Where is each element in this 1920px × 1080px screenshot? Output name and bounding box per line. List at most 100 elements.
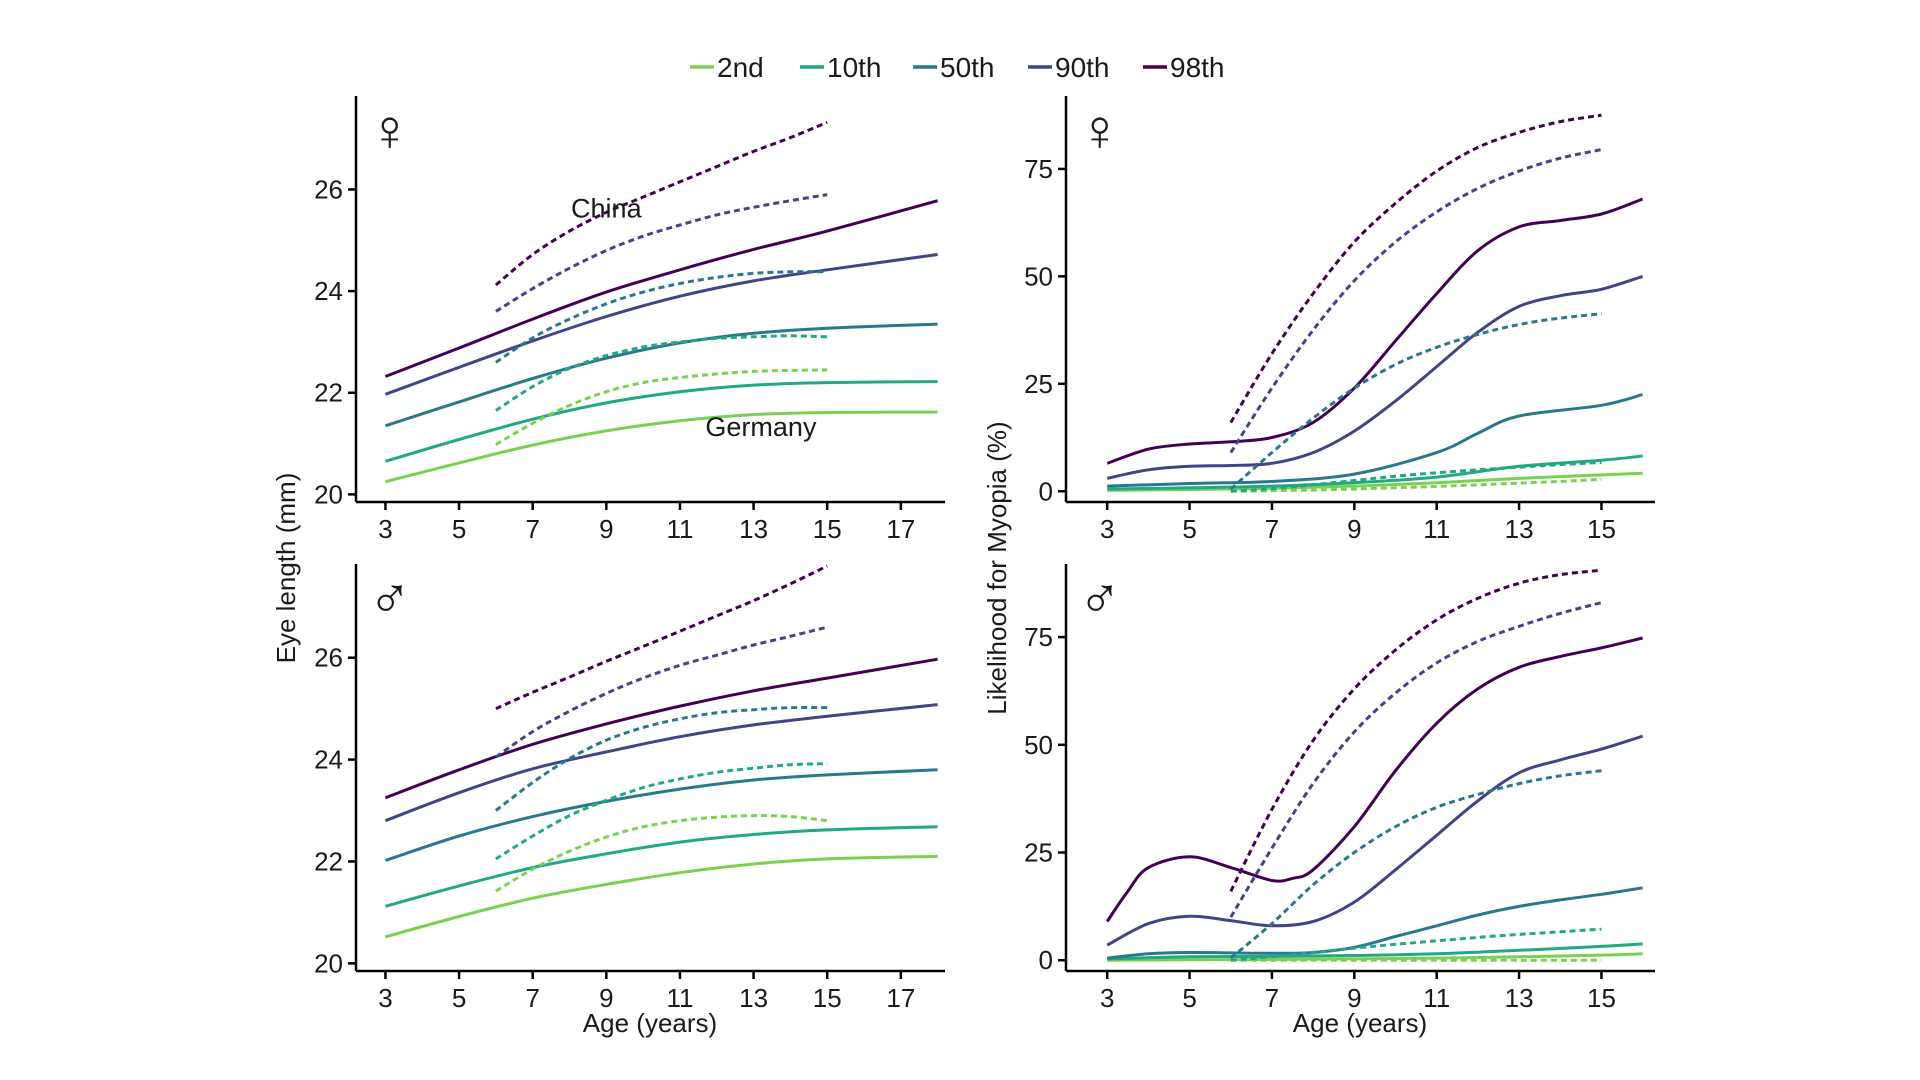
x-tick-label: 7 <box>1265 514 1279 544</box>
series-line-germany-98th <box>384 657 938 800</box>
series-line-germany-90th <box>384 253 938 396</box>
x-tick-label: 13 <box>1505 983 1534 1013</box>
y-tick-label: 50 <box>1024 261 1053 291</box>
series-line-germany-50th <box>384 322 938 428</box>
female-symbol-icon: ♀ <box>368 98 412 163</box>
y-tick-label: 0 <box>1039 945 1053 975</box>
series-line-germany-90th <box>1106 274 1644 480</box>
series-line-germany-50th <box>1107 393 1643 488</box>
legend-label-2nd: 2nd <box>717 52 764 83</box>
x-tick-label: 13 <box>739 983 768 1013</box>
series-line-germany-10th <box>384 380 938 463</box>
x-tick-label: 9 <box>1347 514 1361 544</box>
annotation-label: Germany <box>705 412 817 442</box>
x-tick-label: 13 <box>1505 514 1534 544</box>
y-tick-label: 50 <box>1024 730 1053 760</box>
x-tick-label: 11 <box>666 983 693 1013</box>
legend-label-10th: 10th <box>827 52 882 83</box>
x-tick-label: 17 <box>886 514 915 544</box>
series-line-china-90th <box>495 193 828 313</box>
x-tick-label: 7 <box>525 983 539 1013</box>
series-line-china-98th <box>494 121 828 287</box>
x-tick-label: 7 <box>1265 983 1279 1013</box>
legend-label-50th: 50th <box>940 52 995 83</box>
x-tick-label: 5 <box>1182 514 1196 544</box>
y-tick-label: 0 <box>1039 476 1053 506</box>
series-line-china-90th <box>495 625 828 759</box>
x-tick-label: 15 <box>813 514 842 544</box>
y-axis-title: Likelihood for Myopia (%) <box>982 421 1012 714</box>
x-tick-label: 17 <box>886 983 915 1013</box>
series-line-germany-10th <box>1107 454 1643 491</box>
series-line-germany-10th <box>1107 942 1643 961</box>
x-tick-label: 3 <box>1100 983 1114 1013</box>
x-axis-title: Age (years) <box>583 1008 717 1038</box>
series-line-china-90th <box>1229 601 1602 918</box>
series-line-china-10th <box>495 762 828 861</box>
x-tick-label: 9 <box>599 514 613 544</box>
x-tick-label: 9 <box>599 983 613 1013</box>
x-tick-label: 3 <box>378 514 392 544</box>
x-axis-title: Age (years) <box>1293 1008 1427 1038</box>
annotation-label: China <box>571 193 643 223</box>
x-tick-label: 13 <box>739 514 768 544</box>
x-tick-label: 9 <box>1347 983 1361 1013</box>
series-line-germany-2nd <box>1107 471 1643 492</box>
x-tick-label: 3 <box>378 983 392 1013</box>
panel-eye-length-male: 3 5 7 9 11 13 15 17 20 22 24 26 ♂ <box>314 564 945 1013</box>
series-line-germany-2nd <box>1107 952 1643 962</box>
y-tick-label: 20 <box>314 479 343 509</box>
y-tick-label: 22 <box>314 846 343 876</box>
series-line-germany-2nd <box>385 854 938 939</box>
panel-eye-length-female: 3 5 7 9 11 13 15 17 20 22 24 26 ♀ China Germany <box>314 96 945 544</box>
y-tick-label: 24 <box>314 276 343 306</box>
y-tick-label: 75 <box>1024 154 1053 184</box>
series-line-germany-90th <box>384 703 938 823</box>
series-line-china-2nd <box>495 368 828 446</box>
x-tick-label: 15 <box>1587 983 1616 1013</box>
female-symbol-icon: ♀ <box>1078 98 1122 163</box>
y-tick-label: 26 <box>314 174 343 204</box>
series-line-china-2nd <box>495 814 828 893</box>
y-tick-label: 20 <box>314 948 343 978</box>
legend-label-98th: 98th <box>1170 52 1225 83</box>
y-tick-label: 25 <box>1024 838 1053 868</box>
y-tick-label: 26 <box>314 643 343 673</box>
x-tick-label: 5 <box>1182 983 1196 1013</box>
male-symbol-icon: ♂ <box>368 566 412 631</box>
series-line-germany-50th <box>384 768 938 862</box>
panel-myopia-male: 3 5 7 9 11 13 15 0 25 50 75 ♂ <box>1024 564 1655 1013</box>
series-line-china-10th <box>495 334 828 412</box>
legend: 2nd 10th 50th 90th 98th <box>690 52 1225 83</box>
x-tick-label: 5 <box>452 514 466 544</box>
panel-myopia-female: 3 5 7 9 11 13 15 0 25 50 75 ♀ <box>1024 96 1655 544</box>
series-line-china-50th <box>494 705 828 812</box>
series-line-china-50th <box>1229 312 1602 491</box>
x-tick-label: 15 <box>1587 514 1616 544</box>
series-line-china-50th <box>1229 769 1602 960</box>
x-tick-label: 11 <box>1423 514 1450 544</box>
series-line-china-98th <box>1229 568 1602 892</box>
x-tick-label: 5 <box>452 983 466 1013</box>
series-line-germany-10th <box>385 825 938 908</box>
series-line-china-2nd <box>1230 477 1602 493</box>
series-line-germany-98th <box>1106 197 1644 465</box>
x-tick-label: 11 <box>1423 983 1450 1013</box>
y-axis-title: Eye length (mm) <box>271 473 301 664</box>
series-line-germany-2nd <box>385 410 938 484</box>
series-line-china-10th <box>1230 461 1602 493</box>
y-tick-label: 22 <box>314 378 343 408</box>
series-line-germany-98th <box>1105 636 1643 923</box>
series-line-china-98th <box>1229 113 1602 424</box>
x-tick-label: 3 <box>1100 514 1114 544</box>
y-tick-label: 75 <box>1024 622 1053 652</box>
y-tick-label: 25 <box>1024 369 1053 399</box>
series-line-china-98th <box>495 564 828 710</box>
legend-label-90th: 90th <box>1055 52 1110 83</box>
series-line-china-10th <box>1230 927 1602 962</box>
x-tick-label: 11 <box>666 514 693 544</box>
series-line-germany-90th <box>1106 734 1644 947</box>
x-tick-label: 7 <box>525 514 539 544</box>
series-line-germany-50th <box>1107 886 1643 960</box>
